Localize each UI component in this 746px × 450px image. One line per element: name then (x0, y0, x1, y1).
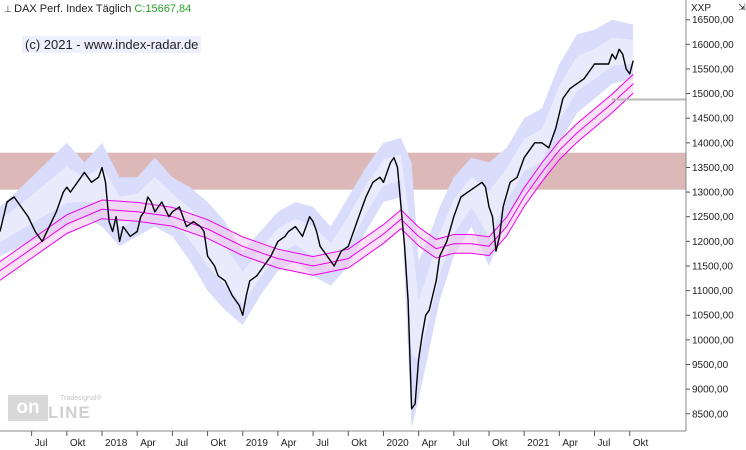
price-series (0, 48, 634, 410)
x-tick-label: Apr (562, 438, 578, 449)
x-tick-label: Okt (633, 438, 649, 449)
y-axis: 8500,00 9000,00 9500,00 10000,00 10500,00 110… (686, 15, 734, 420)
x-tick-label: Okt (492, 438, 508, 449)
y-tick-label: 15500,00 (692, 64, 734, 75)
chart-header: DAX Perf. Index Täglich C:15667,84 (8, 3, 191, 15)
x-tick-label: 2018 (105, 438, 128, 449)
x-tick-label: Apr (281, 438, 297, 449)
x-axis: Jul Okt 2018 Apr Jul Okt 2019 Apr Jul Okt 2020 Apr J… (31, 431, 649, 449)
envelope-upper-line (0, 74, 634, 263)
resize-icon[interactable]: ⇲ (738, 2, 746, 12)
volatility-band (0, 19, 634, 429)
y-tick-label: 11500,00 (692, 261, 733, 272)
x-tick-label: Okt (211, 438, 227, 449)
y-tick-label: 11000,00 (692, 286, 733, 297)
x-tick-label: 2019 (246, 438, 269, 449)
instrument-name: DAX Perf. Index (14, 3, 93, 15)
x-tick-label: Apr (140, 438, 156, 449)
y-tick-label: 13500,00 (692, 163, 734, 174)
y-tick-label: 10500,00 (692, 311, 734, 322)
y-tick-label: 10000,00 (692, 335, 734, 346)
last-price-label: C:15667,84 (134, 3, 192, 15)
volatility-band-inner (0, 37, 634, 361)
y-tick-label: 9500,00 (692, 360, 729, 371)
copyright-note: (c) 2021 - www.index-radar.de (22, 36, 202, 53)
x-tick-label: 2020 (386, 438, 409, 449)
x-tick-label: Jul (457, 438, 470, 449)
x-tick-label: Jul (316, 438, 329, 449)
envelope-lower-line (0, 92, 634, 281)
x-tick-label: 2021 (527, 438, 550, 449)
y-tick-label: 8500,00 (692, 409, 729, 420)
y-tick-label: 12500,00 (692, 212, 734, 223)
x-tick-label: Okt (351, 438, 367, 449)
volatility-band-outer (0, 19, 634, 429)
ticker-label: XXP (691, 3, 712, 14)
y-tick-label: 16500,00 (692, 15, 734, 26)
x-tick-label: Jul (35, 438, 48, 449)
interval-label: Täglich (95, 3, 132, 15)
y-tick-label: 14000,00 (692, 138, 734, 149)
y-tick-label: 15000,00 (692, 89, 734, 100)
x-tick-label: Okt (70, 438, 86, 449)
y-tick-label: 12000,00 (692, 237, 734, 248)
x-tick-label: Apr (422, 438, 438, 449)
logo-on: on (8, 395, 48, 421)
x-tick-label: Jul (175, 438, 188, 449)
y-tick-label: 13000,00 (692, 188, 734, 199)
x-tick-label: Jul (598, 438, 611, 449)
logo-trademark: Tradesignal® (60, 395, 102, 402)
y-tick-label: 14500,00 (692, 114, 734, 125)
price-line (0, 48, 634, 410)
cursor-mark: ⊥ (4, 4, 12, 14)
y-tick-label: 16000,00 (692, 40, 734, 51)
y-tick-label: 9000,00 (692, 385, 729, 396)
logo-line: LINE (48, 403, 91, 422)
